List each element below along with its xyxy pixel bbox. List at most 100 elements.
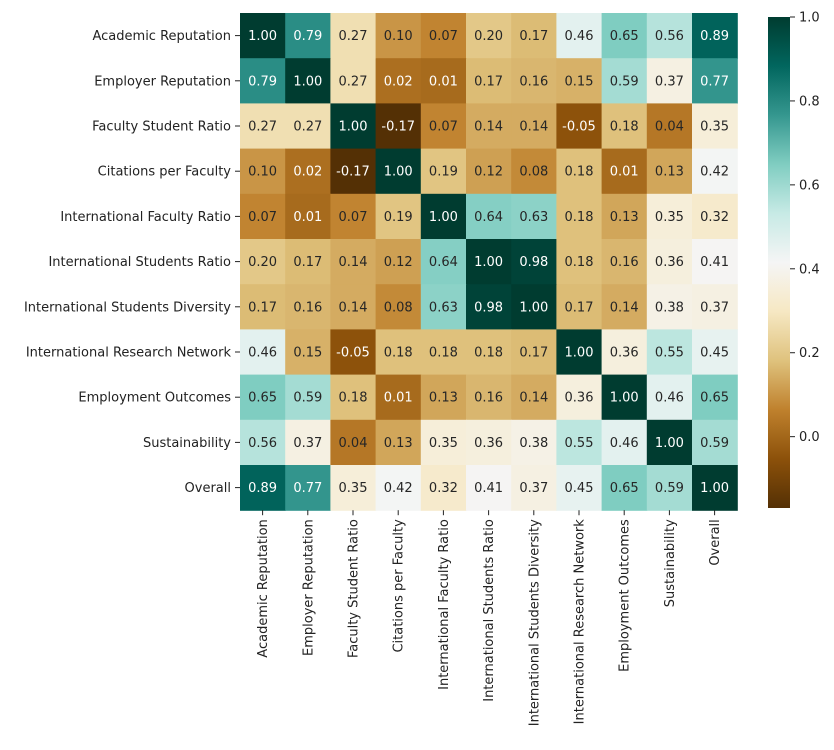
- heatmap-cell: [646, 58, 693, 104]
- cell-value-label: 0.14: [610, 300, 639, 315]
- heatmap-cell: [285, 419, 331, 466]
- heatmap-cell: [375, 419, 422, 466]
- y-tick-label: Employer Reputation: [94, 74, 231, 89]
- cell-value-label: 0.14: [519, 391, 548, 406]
- heatmap-cell: [420, 284, 467, 330]
- cell-value-label: -0.17: [381, 120, 415, 135]
- heatmap-cell: [375, 329, 422, 376]
- heatmap-cell: [330, 374, 377, 421]
- cell-value-label: 0.17: [565, 300, 594, 315]
- heatmap-cell: [330, 13, 377, 59]
- heatmap-cell: [420, 374, 467, 421]
- heatmap-cell: [285, 193, 331, 240]
- cell-value-label: 1.00: [474, 255, 503, 270]
- heatmap-cell: [330, 193, 377, 240]
- y-tick-label: International Research Network: [26, 346, 232, 361]
- heatmap-cell: [511, 148, 557, 195]
- cell-value-label: 0.16: [519, 74, 548, 89]
- cell-value-label: 0.27: [339, 74, 368, 89]
- x-tick-label: Employment Outcomes: [618, 519, 633, 672]
- heatmap-cell: [692, 148, 738, 195]
- cell-value-label: 0.35: [429, 436, 458, 451]
- heatmap-cell: [330, 329, 377, 376]
- y-tick-label: International Students Diversity: [24, 300, 231, 315]
- heatmap-cell: [692, 13, 738, 59]
- cell-value-label: 0.65: [610, 481, 639, 496]
- y-tick-label: International Students Ratio: [48, 255, 231, 270]
- heatmap-cell: [556, 465, 603, 511]
- heatmap-cell: [692, 193, 738, 240]
- cell-value-label: 0.13: [610, 210, 639, 225]
- heatmap-cell: [646, 193, 693, 240]
- heatmap-cell: [285, 239, 331, 285]
- cell-value-label: 0.55: [655, 346, 684, 361]
- cell-value-label: 0.27: [293, 120, 322, 135]
- heatmap-cell: [330, 465, 377, 511]
- heatmap-cell: [466, 374, 512, 421]
- cell-value-label: 0.14: [474, 120, 503, 135]
- heatmap-cell: [511, 239, 557, 285]
- cell-value-label: 0.59: [700, 436, 729, 451]
- cell-value-label: 0.01: [610, 165, 639, 180]
- heatmap-cell: [556, 239, 603, 285]
- cell-value-label: 0.18: [610, 120, 639, 135]
- heatmap-cell: [692, 329, 738, 376]
- heatmap-cell: [646, 374, 693, 421]
- heatmap-cell: [420, 239, 467, 285]
- heatmap-cell: [375, 193, 422, 240]
- x-tick-label: Sustainability: [663, 519, 678, 607]
- cell-value-label: 0.55: [565, 436, 594, 451]
- cell-value-label: 0.07: [339, 210, 368, 225]
- y-tick-label: Faculty Student Ratio: [92, 120, 231, 135]
- heatmap-cell: [240, 239, 286, 285]
- heatmap-cell: [240, 465, 286, 511]
- cell-value-label: 0.18: [429, 346, 458, 361]
- cell-value-label: 0.64: [474, 210, 503, 225]
- heatmap-cell: [601, 13, 648, 59]
- y-tick-label: Citations per Faculty: [98, 165, 232, 180]
- cell-value-label: 0.35: [700, 120, 729, 135]
- cell-value-label: 0.17: [293, 255, 322, 270]
- heatmap-cell: [692, 284, 738, 330]
- cell-value-label: 0.16: [293, 300, 322, 315]
- heatmap-cell: [692, 103, 738, 150]
- heatmap-cell: [420, 103, 467, 150]
- y-tick-label: Sustainability: [143, 436, 231, 451]
- x-tick-label: International Students Diversity: [527, 519, 542, 726]
- heatmap-cell: [240, 13, 286, 59]
- heatmap-cell: [330, 103, 377, 150]
- cell-value-label: 0.19: [429, 165, 458, 180]
- y-tick-label: International Faculty Ratio: [60, 210, 231, 225]
- heatmap-cell: [375, 284, 422, 330]
- cell-value-label: 0.10: [384, 29, 413, 44]
- heatmap-cell: [511, 193, 557, 240]
- x-tick-label: Citations per Faculty: [392, 519, 407, 653]
- heatmap-cell: [285, 465, 331, 511]
- x-tick-labels: Academic Reputation Employer Reputation Fa…: [256, 510, 723, 726]
- heatmap-cell: [511, 103, 557, 150]
- cell-value-label: 0.19: [384, 210, 413, 225]
- cell-value-label: 0.07: [429, 120, 458, 135]
- y-tick-label: Academic Reputation: [93, 29, 232, 44]
- x-tick-label: Overall: [708, 519, 723, 565]
- heatmap-cell: [646, 329, 693, 376]
- cell-value-label: 0.27: [248, 120, 277, 135]
- cell-value-label: 0.41: [474, 481, 503, 496]
- heatmap-cell: [601, 465, 648, 511]
- x-tick-label: Academic Reputation: [256, 519, 271, 658]
- cell-value-label: 0.02: [384, 74, 413, 89]
- heatmap-cell: [556, 284, 603, 330]
- heatmap-cell: [466, 148, 512, 195]
- heatmap-cell: [511, 284, 557, 330]
- heatmap-cell: [420, 465, 467, 511]
- cell-value-label: 0.63: [429, 300, 458, 315]
- heatmap-cell: [556, 103, 603, 150]
- cell-value-label: 0.04: [339, 436, 368, 451]
- heatmap-cell: [285, 13, 331, 59]
- x-tick-label: Employer Reputation: [301, 519, 316, 656]
- heatmap-cell: [375, 13, 422, 59]
- heatmap-cell: [556, 13, 603, 59]
- heatmap-cell: [601, 148, 648, 195]
- cell-value-label: 1.00: [655, 436, 684, 451]
